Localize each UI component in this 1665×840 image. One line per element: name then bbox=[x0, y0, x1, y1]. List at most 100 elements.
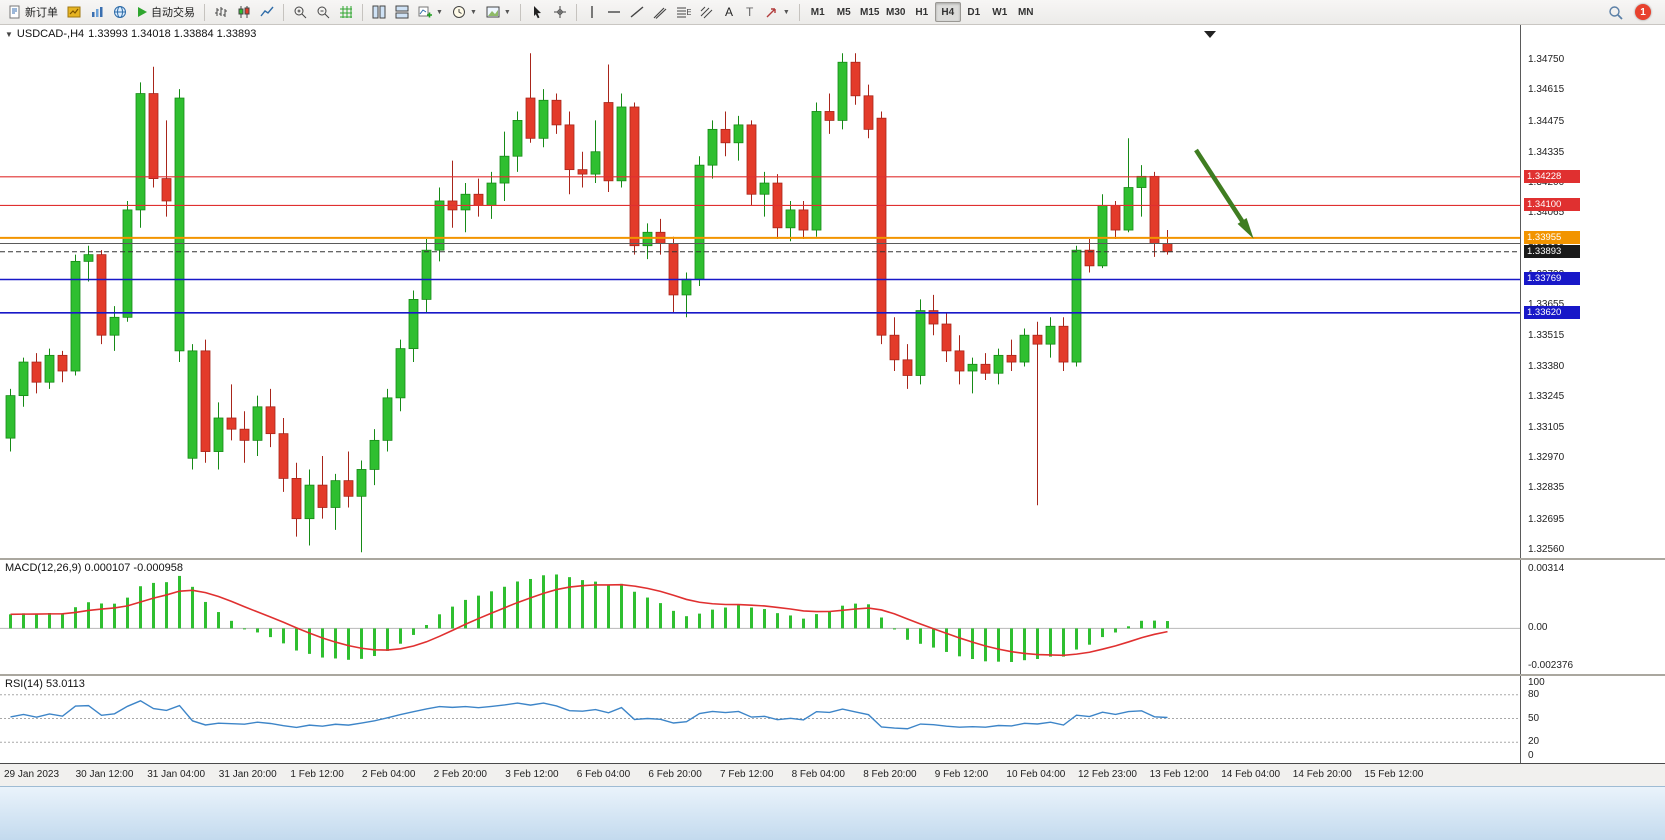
timeframe-button-m5[interactable]: M5 bbox=[831, 2, 857, 22]
text-label-button[interactable]: T bbox=[740, 2, 760, 22]
line-chart-button[interactable] bbox=[256, 2, 278, 22]
cursor-button[interactable] bbox=[526, 2, 548, 22]
candle bbox=[317, 456, 328, 519]
chart-area[interactable]: 1.347501.346151.344751.343351.342001.340… bbox=[0, 24, 1665, 763]
price-tag: 1.34100 bbox=[1524, 198, 1580, 212]
candle bbox=[1019, 328, 1030, 367]
timeframe-button-h4[interactable]: H4 bbox=[934, 2, 961, 23]
cursor-icon bbox=[533, 6, 541, 19]
grid-button[interactable] bbox=[335, 2, 357, 22]
macd-histogram-bar bbox=[22, 613, 25, 629]
autotrading-label: 自动交易 bbox=[151, 7, 195, 19]
candle bbox=[213, 402, 224, 470]
candle bbox=[447, 160, 458, 228]
time-axis-label: 8 Feb 20:00 bbox=[863, 769, 917, 780]
macd-histogram-bar bbox=[490, 591, 493, 629]
horizontal-line-button[interactable] bbox=[603, 2, 625, 22]
macd-histogram-bar bbox=[295, 628, 298, 651]
equidistant-channel-button[interactable] bbox=[649, 2, 671, 22]
zoom-out-button[interactable] bbox=[312, 2, 334, 22]
trend-arrow-annotation[interactable] bbox=[1194, 148, 1248, 229]
panel-separator-rsi[interactable] bbox=[0, 674, 1665, 676]
candle bbox=[161, 120, 172, 217]
andrews-pitchfork-button[interactable] bbox=[696, 2, 718, 22]
globe-button[interactable] bbox=[109, 2, 131, 22]
data-window-button[interactable] bbox=[86, 2, 108, 22]
period-clock-icon bbox=[452, 6, 465, 18]
timeframe-button-w1[interactable]: W1 bbox=[987, 2, 1013, 22]
candle bbox=[473, 178, 484, 217]
tile-windows-button[interactable] bbox=[368, 2, 390, 22]
timeframe-button-mn[interactable]: MN bbox=[1013, 2, 1039, 22]
market-watch-button[interactable] bbox=[63, 2, 85, 22]
candle bbox=[1032, 321, 1043, 506]
candle bbox=[395, 339, 406, 412]
autotrading-button[interactable]: 自动交易 bbox=[132, 2, 199, 22]
add-indicator-button[interactable]: ▼ bbox=[414, 2, 447, 22]
vertical-line-icon bbox=[591, 6, 593, 18]
cascade-windows-button[interactable] bbox=[391, 2, 413, 22]
fibonacci-button[interactable]: E bbox=[672, 2, 695, 22]
one-click-trading-collapse-icon[interactable]: ▼ bbox=[5, 29, 13, 39]
candle bbox=[993, 348, 1004, 385]
candlestick-chart-button[interactable] bbox=[233, 2, 255, 22]
macd-histogram-bar bbox=[87, 602, 90, 629]
crosshair-button[interactable] bbox=[549, 2, 571, 22]
time-axis[interactable]: 29 Jan 2023 30 Jan 12:00 31 Jan 04:00 31 Ja… bbox=[0, 763, 1665, 787]
timeframe-button-m15[interactable]: M15 bbox=[857, 2, 883, 22]
time-axis-label: 15 Feb 12:00 bbox=[1364, 769, 1424, 780]
trendline-button[interactable] bbox=[626, 2, 648, 22]
time-axis-label: 6 Feb 20:00 bbox=[648, 769, 702, 780]
candle bbox=[148, 66, 159, 188]
arrows-button[interactable]: ▼ bbox=[761, 2, 794, 22]
rsi-title: RSI(14) 53.0113 bbox=[5, 678, 85, 690]
chart-canvas[interactable] bbox=[0, 24, 1520, 763]
candle bbox=[330, 473, 341, 530]
macd-histogram-bar bbox=[906, 628, 909, 640]
period-button[interactable]: ▼ bbox=[448, 2, 481, 22]
panel-separator-macd[interactable] bbox=[0, 558, 1665, 560]
time-axis-label: 31 Jan 04:00 bbox=[147, 769, 206, 780]
price-scale[interactable]: 1.347501.346151.344751.343351.342001.340… bbox=[1520, 24, 1665, 763]
macd-histogram-bar bbox=[74, 607, 77, 629]
timeframe-button-m1[interactable]: M1 bbox=[805, 2, 831, 22]
macd-histogram-bar bbox=[347, 628, 350, 660]
macd-histogram-bar bbox=[971, 628, 974, 660]
macd-histogram-bar bbox=[893, 628, 896, 630]
new-order-button[interactable]: 新订单 bbox=[4, 2, 62, 22]
candle bbox=[434, 187, 445, 262]
time-axis-label: 9 Feb 12:00 bbox=[934, 769, 989, 780]
price-scale-label: 1.34615 bbox=[1528, 84, 1565, 96]
search-icon bbox=[1609, 5, 1623, 20]
macd-histogram-bar bbox=[932, 628, 935, 648]
timeframe-button-m30[interactable]: M30 bbox=[883, 2, 909, 22]
timeframe-button-h1[interactable]: H1 bbox=[909, 2, 935, 22]
bars-chart-button[interactable] bbox=[210, 2, 232, 22]
zoom-in-button[interactable] bbox=[289, 2, 311, 22]
template-button[interactable]: ▼ bbox=[482, 2, 515, 22]
rsi-scale-label: 100 bbox=[1528, 677, 1545, 688]
macd-histogram-bar bbox=[1101, 628, 1104, 638]
macd-histogram-bar bbox=[698, 613, 701, 629]
price-tag: 1.34228 bbox=[1524, 169, 1580, 183]
notification-badge[interactable]: 1 bbox=[1635, 4, 1651, 20]
search-button[interactable] bbox=[1604, 2, 1627, 22]
candle bbox=[226, 384, 237, 441]
price-tag: 1.33620 bbox=[1524, 305, 1580, 319]
price-scale-label: 1.33655 bbox=[1528, 299, 1565, 310]
candle bbox=[863, 84, 874, 139]
vertical-line-button[interactable] bbox=[582, 2, 602, 22]
macd-histogram-bar bbox=[1075, 628, 1078, 650]
scroll-to-end-marker[interactable] bbox=[1204, 31, 1216, 38]
candle bbox=[408, 290, 419, 363]
trend-arrow-head bbox=[1237, 218, 1254, 239]
macd-histogram-bar bbox=[763, 609, 766, 629]
text-button[interactable]: A bbox=[719, 2, 739, 22]
tile-windows-icon bbox=[372, 5, 386, 19]
time-axis-label: 30 Jan 12:00 bbox=[75, 769, 134, 780]
timeframe-toolbar: M1 M5 M15 M30 H1 H4 D1 W1 MN bbox=[805, 2, 1039, 23]
macd-histogram-bar bbox=[48, 612, 51, 629]
macd-histogram-bar bbox=[1088, 628, 1091, 645]
timeframe-button-d1[interactable]: D1 bbox=[961, 2, 987, 22]
